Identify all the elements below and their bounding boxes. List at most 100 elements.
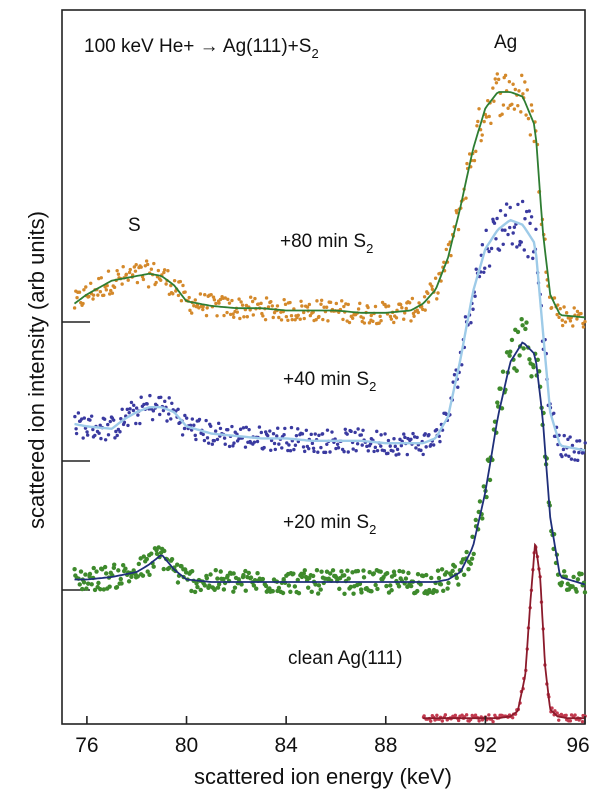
data-point-80min bbox=[526, 116, 531, 121]
data-point-40min bbox=[484, 228, 488, 233]
data-point-80min bbox=[116, 272, 121, 276]
data-point-40min bbox=[424, 445, 428, 449]
data-point-20min bbox=[254, 586, 259, 591]
data-point-20min bbox=[535, 357, 540, 363]
label-clean: clean Ag(111) bbox=[288, 648, 402, 669]
data-point-80min bbox=[436, 291, 440, 295]
data-point-80min bbox=[237, 297, 241, 301]
data-point-80min bbox=[302, 316, 306, 321]
data-point-80min bbox=[204, 313, 209, 318]
data-point-80min bbox=[486, 98, 490, 103]
data-point-80min bbox=[201, 307, 205, 312]
data-point-40min bbox=[98, 423, 102, 428]
data-point-40min bbox=[81, 436, 85, 440]
data-point-40min bbox=[106, 422, 110, 427]
data-point-40min bbox=[429, 442, 433, 447]
data-point-80min bbox=[575, 317, 579, 321]
data-point-40min bbox=[534, 227, 538, 231]
data-point-40min bbox=[85, 433, 90, 437]
data-point-40min bbox=[508, 225, 512, 230]
data-point-40min bbox=[438, 439, 442, 444]
data-point-20min bbox=[339, 569, 344, 574]
data-point-20min bbox=[154, 551, 160, 556]
data-point-20min bbox=[559, 580, 565, 585]
data-point-80min bbox=[178, 279, 183, 284]
data-point-40min bbox=[391, 449, 395, 453]
data-point-80min bbox=[496, 77, 501, 82]
data-point-20min bbox=[509, 337, 515, 343]
data-point-20min bbox=[309, 589, 314, 595]
data-point-40min bbox=[392, 436, 396, 441]
data-point-40min bbox=[346, 450, 350, 454]
data-point-20min bbox=[441, 588, 446, 594]
data-point-40min bbox=[515, 245, 519, 249]
data-point-40min bbox=[566, 437, 570, 442]
data-point-40min bbox=[570, 443, 575, 448]
data-point-20min bbox=[521, 346, 526, 351]
data-point-40min bbox=[114, 429, 118, 434]
data-point-40min bbox=[74, 431, 79, 436]
data-point-20min bbox=[523, 326, 528, 332]
data-point-80min bbox=[341, 317, 345, 322]
data-point-40min bbox=[122, 420, 127, 425]
data-point-40min bbox=[415, 435, 419, 440]
x-tick-label-84: 84 bbox=[274, 734, 298, 757]
data-point-80min bbox=[272, 310, 277, 315]
data-point-80min bbox=[217, 301, 221, 305]
data-point-80min bbox=[156, 268, 161, 273]
data-point-80min bbox=[189, 311, 194, 315]
data-point-40min bbox=[373, 445, 378, 450]
data-point-40min bbox=[316, 450, 320, 454]
data-point-80min bbox=[366, 305, 370, 310]
data-point-80min bbox=[134, 263, 138, 267]
data-point-20min bbox=[514, 368, 519, 373]
data-point-40min bbox=[170, 401, 174, 405]
data-point-40min bbox=[309, 432, 313, 437]
data-point-80min bbox=[371, 319, 375, 324]
data-point-40min bbox=[414, 446, 418, 450]
data-point-20min bbox=[260, 576, 266, 582]
data-point-80min bbox=[402, 317, 406, 321]
data-point-80min bbox=[218, 297, 223, 302]
data-point-20min bbox=[337, 586, 342, 592]
data-point-80min bbox=[389, 317, 394, 321]
data-point-20min bbox=[520, 323, 525, 328]
data-point-40min bbox=[372, 449, 376, 454]
data-point-40min bbox=[244, 425, 249, 430]
data-point-20min bbox=[231, 589, 236, 594]
data-point-40min bbox=[76, 411, 81, 415]
data-point-80min bbox=[188, 308, 192, 313]
data-point-40min bbox=[163, 399, 167, 404]
data-point-40min bbox=[516, 202, 520, 207]
data-point-20min bbox=[162, 548, 167, 554]
data-point-20min bbox=[328, 571, 333, 576]
data-point-40min bbox=[106, 433, 111, 437]
data-point-80min bbox=[482, 119, 486, 124]
data-point-80min bbox=[124, 272, 129, 276]
data-point-40min bbox=[80, 417, 84, 421]
data-point-80min bbox=[362, 321, 367, 325]
data-point-80min bbox=[289, 314, 294, 318]
data-point-80min bbox=[128, 267, 132, 272]
plot-frame bbox=[61, 9, 586, 725]
data-point-20min bbox=[346, 576, 351, 581]
data-point-80min bbox=[314, 318, 318, 322]
data-point-20min bbox=[147, 572, 152, 578]
data-point-80min bbox=[215, 314, 219, 318]
data-point-40min bbox=[304, 428, 309, 432]
data-point-40min bbox=[283, 426, 287, 431]
data-point-clean bbox=[557, 718, 561, 722]
data-point-80min bbox=[72, 306, 77, 310]
data-point-40min bbox=[132, 403, 136, 407]
data-point-80min bbox=[555, 312, 559, 317]
data-point-40min bbox=[349, 429, 353, 434]
data-point-clean bbox=[573, 713, 577, 717]
data-point-20min bbox=[292, 584, 298, 589]
data-point-80min bbox=[251, 313, 256, 317]
data-point-40min bbox=[288, 449, 293, 453]
data-point-40min bbox=[269, 448, 273, 453]
data-point-40min bbox=[192, 423, 196, 427]
data-point-20min bbox=[378, 569, 383, 574]
data-point-20min bbox=[415, 588, 420, 594]
data-point-20min bbox=[424, 572, 429, 578]
